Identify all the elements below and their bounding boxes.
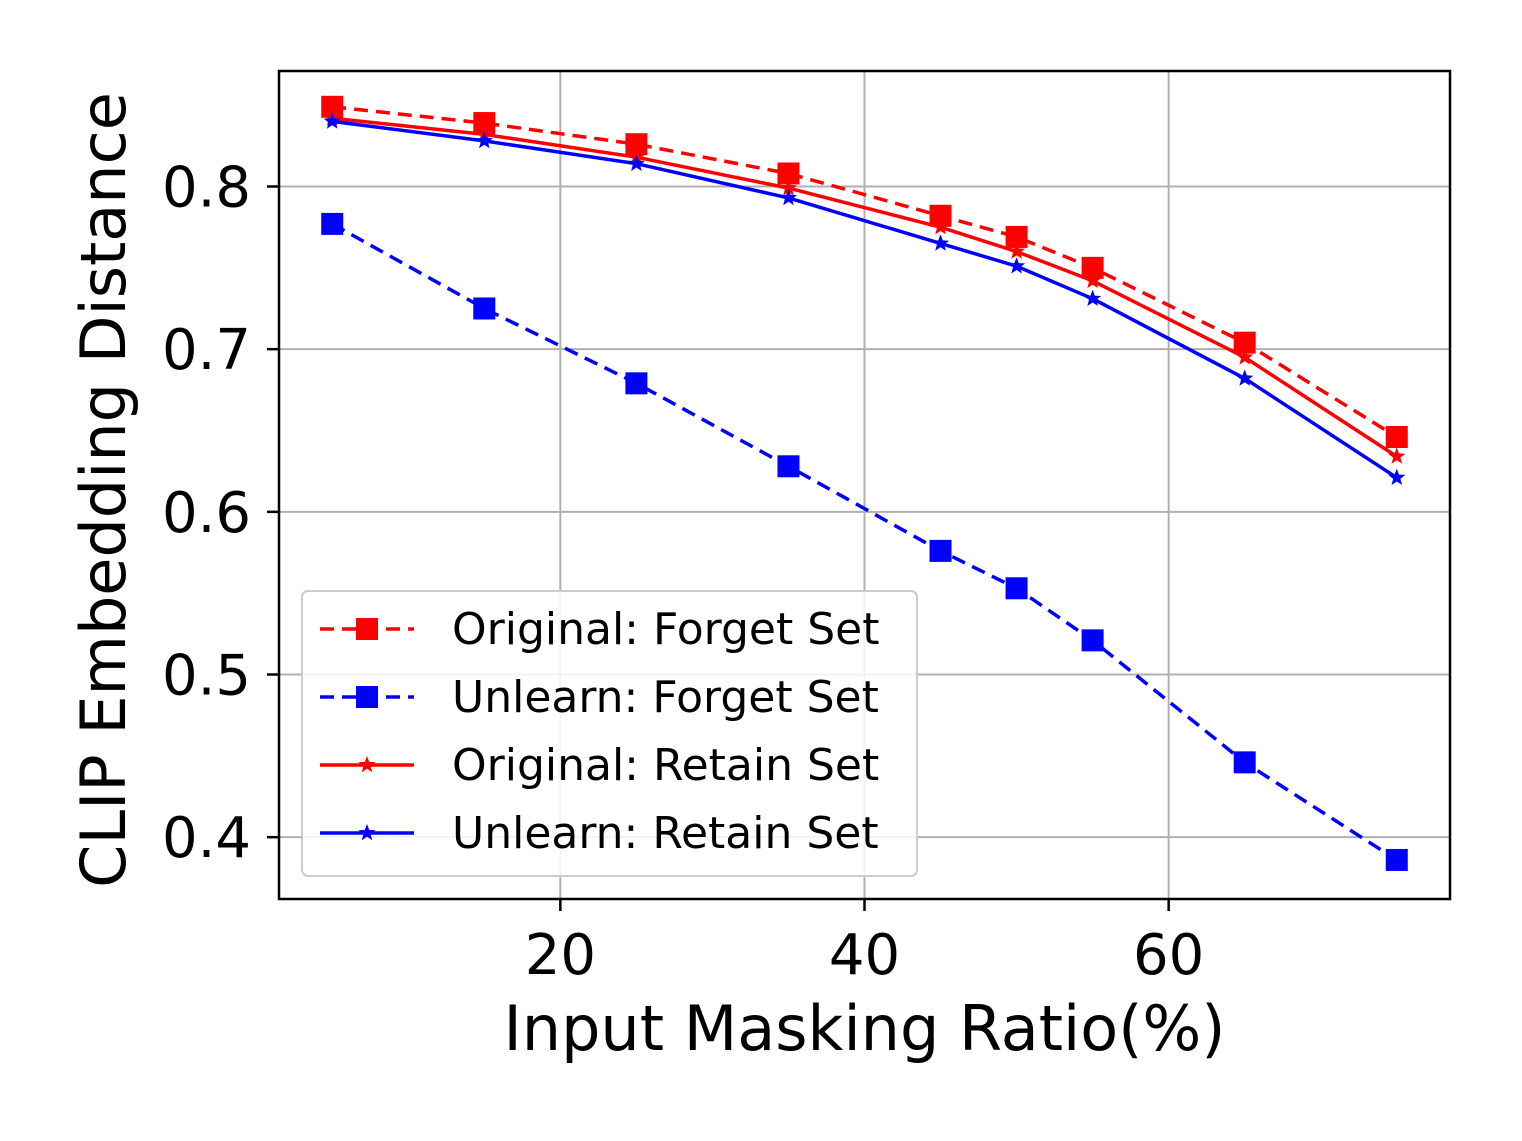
data-point <box>1084 271 1102 289</box>
legend-entry: Original: Forget Set <box>320 604 879 655</box>
legend-label: Original: Forget Set <box>452 604 879 655</box>
data-point <box>1233 751 1256 774</box>
data-point <box>1008 257 1026 274</box>
legend-entry: Original: Retain Set <box>320 740 879 791</box>
legend-label: Unlearn: Forget Set <box>452 672 879 723</box>
legend-entry: Unlearn: Forget Set <box>320 672 879 723</box>
data-point <box>473 112 496 135</box>
data-point <box>777 162 800 185</box>
y-tick-label: 0.6 <box>162 481 251 546</box>
data-point <box>1233 331 1256 354</box>
data-point <box>779 179 797 196</box>
data-point <box>929 539 952 562</box>
data-point <box>1388 447 1406 464</box>
data-point <box>323 112 341 129</box>
legend-entry: Unlearn: Retain Set <box>320 808 879 859</box>
legend-marker <box>356 686 378 708</box>
x-tick-label: 60 <box>1133 923 1204 988</box>
legend-marker <box>358 756 376 773</box>
data-point <box>625 372 648 395</box>
x-tick-label: 40 <box>829 923 900 988</box>
series-4 <box>323 112 1406 485</box>
legend-box <box>301 590 918 877</box>
data-point <box>1236 348 1254 365</box>
y-axis-label: CLIP Embedding Distance <box>67 92 140 888</box>
y-tick-label: 0.8 <box>162 155 251 220</box>
data-point <box>777 455 800 478</box>
legend-marker <box>358 824 376 841</box>
data-point <box>627 154 645 171</box>
data-point <box>321 212 344 235</box>
data-point <box>321 95 344 118</box>
data-point <box>1385 426 1408 449</box>
series-2 <box>321 212 1408 871</box>
data-point <box>473 297 496 320</box>
y-tick-label: 0.7 <box>162 318 251 383</box>
data-point <box>1005 225 1028 248</box>
x-axis-label: Input Masking Ratio(%) <box>504 992 1226 1065</box>
legend-marker <box>356 618 378 640</box>
data-point <box>932 234 950 251</box>
legend-label: Original: Retain Set <box>452 740 879 791</box>
data-point <box>1008 242 1026 259</box>
legend: Original: Forget Set Unlearn: Forget Set O… <box>301 590 918 877</box>
data-point <box>625 133 648 156</box>
data-point <box>932 218 950 235</box>
tick-layer: 20 40 60 0.4 0.5 0.6 0.7 0.8 <box>162 155 1204 988</box>
data-point <box>1081 629 1104 652</box>
data-point <box>1236 369 1254 386</box>
legend-label: Unlearn: Retain Set <box>452 808 879 859</box>
series-1 <box>321 95 1408 449</box>
data-point <box>1084 289 1102 306</box>
y-tick-label: 0.4 <box>162 806 251 871</box>
x-tick-label: 20 <box>525 923 596 988</box>
y-tick-label: 0.5 <box>162 644 251 709</box>
series-layer <box>321 95 1408 871</box>
data-point <box>929 204 952 227</box>
data-point <box>779 188 797 206</box>
data-point <box>1388 468 1406 485</box>
data-point <box>1385 848 1408 871</box>
data-point <box>475 131 493 149</box>
data-point <box>1081 256 1104 279</box>
data-point <box>1005 577 1028 600</box>
